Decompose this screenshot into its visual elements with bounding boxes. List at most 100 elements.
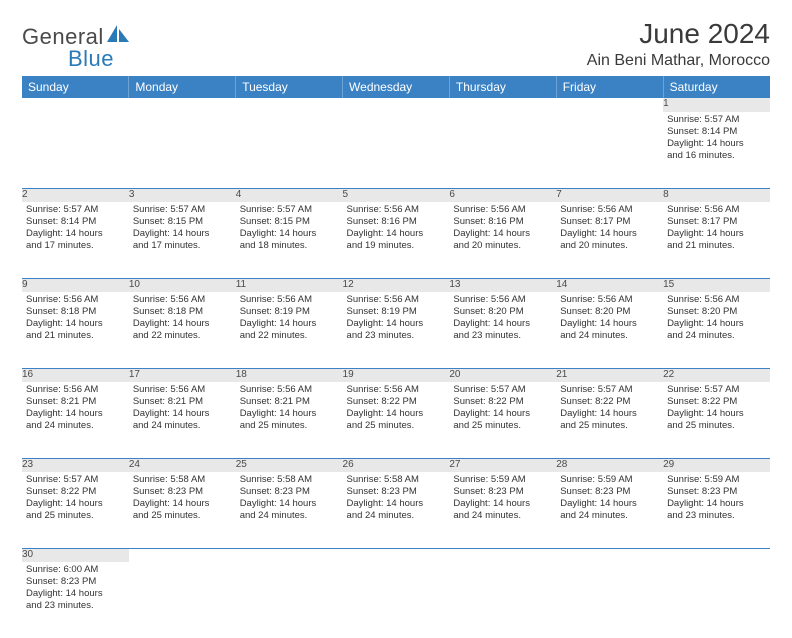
empty-cell xyxy=(556,562,663,638)
empty-cell xyxy=(663,562,770,638)
weekday-header: Tuesday xyxy=(236,76,343,98)
day-number: 13 xyxy=(449,278,556,292)
weekday-header: Wednesday xyxy=(343,76,450,98)
empty-cell xyxy=(556,112,663,188)
empty-cell xyxy=(236,562,343,638)
empty-cell xyxy=(556,548,663,562)
day-content: Sunrise: 5:56 AMSunset: 8:20 PMDaylight:… xyxy=(556,292,663,346)
day-number: 26 xyxy=(343,458,450,472)
day-number: 28 xyxy=(556,458,663,472)
title-block: June 2024 Ain Beni Mathar, Morocco xyxy=(587,18,770,70)
day-number: 9 xyxy=(22,278,129,292)
day-number: 25 xyxy=(236,458,343,472)
day-cell: Sunrise: 5:57 AMSunset: 8:15 PMDaylight:… xyxy=(129,202,236,278)
empty-cell xyxy=(22,112,129,188)
day-number: 3 xyxy=(129,188,236,202)
day-content: Sunrise: 5:57 AMSunset: 8:15 PMDaylight:… xyxy=(129,202,236,256)
page-title: June 2024 xyxy=(587,18,770,50)
day-number: 16 xyxy=(22,368,129,382)
empty-cell xyxy=(22,98,129,112)
empty-cell xyxy=(129,98,236,112)
day-content: Sunrise: 5:58 AMSunset: 8:23 PMDaylight:… xyxy=(236,472,343,526)
empty-cell xyxy=(236,112,343,188)
day-number: 24 xyxy=(129,458,236,472)
day-cell: Sunrise: 5:56 AMSunset: 8:20 PMDaylight:… xyxy=(449,292,556,368)
day-cell: Sunrise: 5:56 AMSunset: 8:16 PMDaylight:… xyxy=(449,202,556,278)
day-number: 23 xyxy=(22,458,129,472)
day-number: 29 xyxy=(663,458,770,472)
day-cell: Sunrise: 5:59 AMSunset: 8:23 PMDaylight:… xyxy=(449,472,556,548)
day-cell: Sunrise: 5:56 AMSunset: 8:19 PMDaylight:… xyxy=(343,292,450,368)
day-content: Sunrise: 5:56 AMSunset: 8:18 PMDaylight:… xyxy=(22,292,129,346)
empty-cell xyxy=(663,548,770,562)
day-content: Sunrise: 5:56 AMSunset: 8:22 PMDaylight:… xyxy=(343,382,450,436)
day-content: Sunrise: 5:56 AMSunset: 8:21 PMDaylight:… xyxy=(22,382,129,436)
day-number: 5 xyxy=(343,188,450,202)
day-number: 10 xyxy=(129,278,236,292)
day-cell: Sunrise: 5:57 AMSunset: 8:22 PMDaylight:… xyxy=(22,472,129,548)
day-content: Sunrise: 5:57 AMSunset: 8:14 PMDaylight:… xyxy=(22,202,129,256)
day-number: 20 xyxy=(449,368,556,382)
empty-cell xyxy=(449,98,556,112)
day-number: 27 xyxy=(449,458,556,472)
day-cell: Sunrise: 5:56 AMSunset: 8:21 PMDaylight:… xyxy=(129,382,236,458)
day-cell: Sunrise: 5:59 AMSunset: 8:23 PMDaylight:… xyxy=(556,472,663,548)
day-number: 14 xyxy=(556,278,663,292)
day-cell: Sunrise: 5:58 AMSunset: 8:23 PMDaylight:… xyxy=(129,472,236,548)
day-content: Sunrise: 5:57 AMSunset: 8:22 PMDaylight:… xyxy=(449,382,556,436)
day-number: 8 xyxy=(663,188,770,202)
empty-cell xyxy=(236,98,343,112)
empty-cell xyxy=(449,112,556,188)
day-content: Sunrise: 5:56 AMSunset: 8:21 PMDaylight:… xyxy=(129,382,236,436)
day-cell: Sunrise: 5:56 AMSunset: 8:22 PMDaylight:… xyxy=(343,382,450,458)
empty-cell xyxy=(343,548,450,562)
empty-cell xyxy=(343,562,450,638)
day-number: 17 xyxy=(129,368,236,382)
day-cell: Sunrise: 5:57 AMSunset: 8:15 PMDaylight:… xyxy=(236,202,343,278)
day-content: Sunrise: 5:57 AMSunset: 8:22 PMDaylight:… xyxy=(663,382,770,436)
day-number: 22 xyxy=(663,368,770,382)
empty-cell xyxy=(556,98,663,112)
calendar-body: 1Sunrise: 5:57 AMSunset: 8:14 PMDaylight… xyxy=(22,98,770,638)
day-cell: Sunrise: 5:56 AMSunset: 8:20 PMDaylight:… xyxy=(663,292,770,368)
day-number: 2 xyxy=(22,188,129,202)
day-content: Sunrise: 5:59 AMSunset: 8:23 PMDaylight:… xyxy=(449,472,556,526)
empty-cell xyxy=(343,112,450,188)
location: Ain Beni Mathar, Morocco xyxy=(587,52,770,70)
day-cell: Sunrise: 6:00 AMSunset: 8:23 PMDaylight:… xyxy=(22,562,129,638)
day-content: Sunrise: 5:56 AMSunset: 8:17 PMDaylight:… xyxy=(663,202,770,256)
day-number: 19 xyxy=(343,368,450,382)
empty-cell xyxy=(129,548,236,562)
day-number: 21 xyxy=(556,368,663,382)
day-cell: Sunrise: 5:56 AMSunset: 8:20 PMDaylight:… xyxy=(556,292,663,368)
day-cell: Sunrise: 5:56 AMSunset: 8:21 PMDaylight:… xyxy=(236,382,343,458)
day-number: 6 xyxy=(449,188,556,202)
day-cell: Sunrise: 5:56 AMSunset: 8:19 PMDaylight:… xyxy=(236,292,343,368)
weekday-header: Thursday xyxy=(449,76,556,98)
empty-cell xyxy=(449,548,556,562)
day-content: Sunrise: 5:56 AMSunset: 8:19 PMDaylight:… xyxy=(343,292,450,346)
day-cell: Sunrise: 5:56 AMSunset: 8:16 PMDaylight:… xyxy=(343,202,450,278)
empty-cell xyxy=(449,562,556,638)
day-cell: Sunrise: 5:56 AMSunset: 8:17 PMDaylight:… xyxy=(663,202,770,278)
day-content: Sunrise: 5:59 AMSunset: 8:23 PMDaylight:… xyxy=(663,472,770,526)
calendar-table: SundayMondayTuesdayWednesdayThursdayFrid… xyxy=(22,76,770,638)
day-cell: Sunrise: 5:57 AMSunset: 8:22 PMDaylight:… xyxy=(556,382,663,458)
day-cell: Sunrise: 5:56 AMSunset: 8:17 PMDaylight:… xyxy=(556,202,663,278)
day-content: Sunrise: 5:58 AMSunset: 8:23 PMDaylight:… xyxy=(343,472,450,526)
day-content: Sunrise: 5:57 AMSunset: 8:22 PMDaylight:… xyxy=(556,382,663,436)
day-cell: Sunrise: 5:56 AMSunset: 8:18 PMDaylight:… xyxy=(22,292,129,368)
day-content: Sunrise: 5:56 AMSunset: 8:19 PMDaylight:… xyxy=(236,292,343,346)
day-cell: Sunrise: 5:57 AMSunset: 8:22 PMDaylight:… xyxy=(663,382,770,458)
empty-cell xyxy=(129,112,236,188)
header: General General Blue June 2024 Ain Beni … xyxy=(22,18,770,70)
day-content: Sunrise: 5:58 AMSunset: 8:23 PMDaylight:… xyxy=(129,472,236,526)
day-content: Sunrise: 5:56 AMSunset: 8:20 PMDaylight:… xyxy=(449,292,556,346)
day-content: Sunrise: 5:56 AMSunset: 8:17 PMDaylight:… xyxy=(556,202,663,256)
calendar-head: SundayMondayTuesdayWednesdayThursdayFrid… xyxy=(22,76,770,98)
day-cell: Sunrise: 5:58 AMSunset: 8:23 PMDaylight:… xyxy=(343,472,450,548)
day-cell: Sunrise: 5:57 AMSunset: 8:14 PMDaylight:… xyxy=(663,112,770,188)
day-content: Sunrise: 5:57 AMSunset: 8:22 PMDaylight:… xyxy=(22,472,129,526)
day-number: 12 xyxy=(343,278,450,292)
empty-cell xyxy=(129,562,236,638)
